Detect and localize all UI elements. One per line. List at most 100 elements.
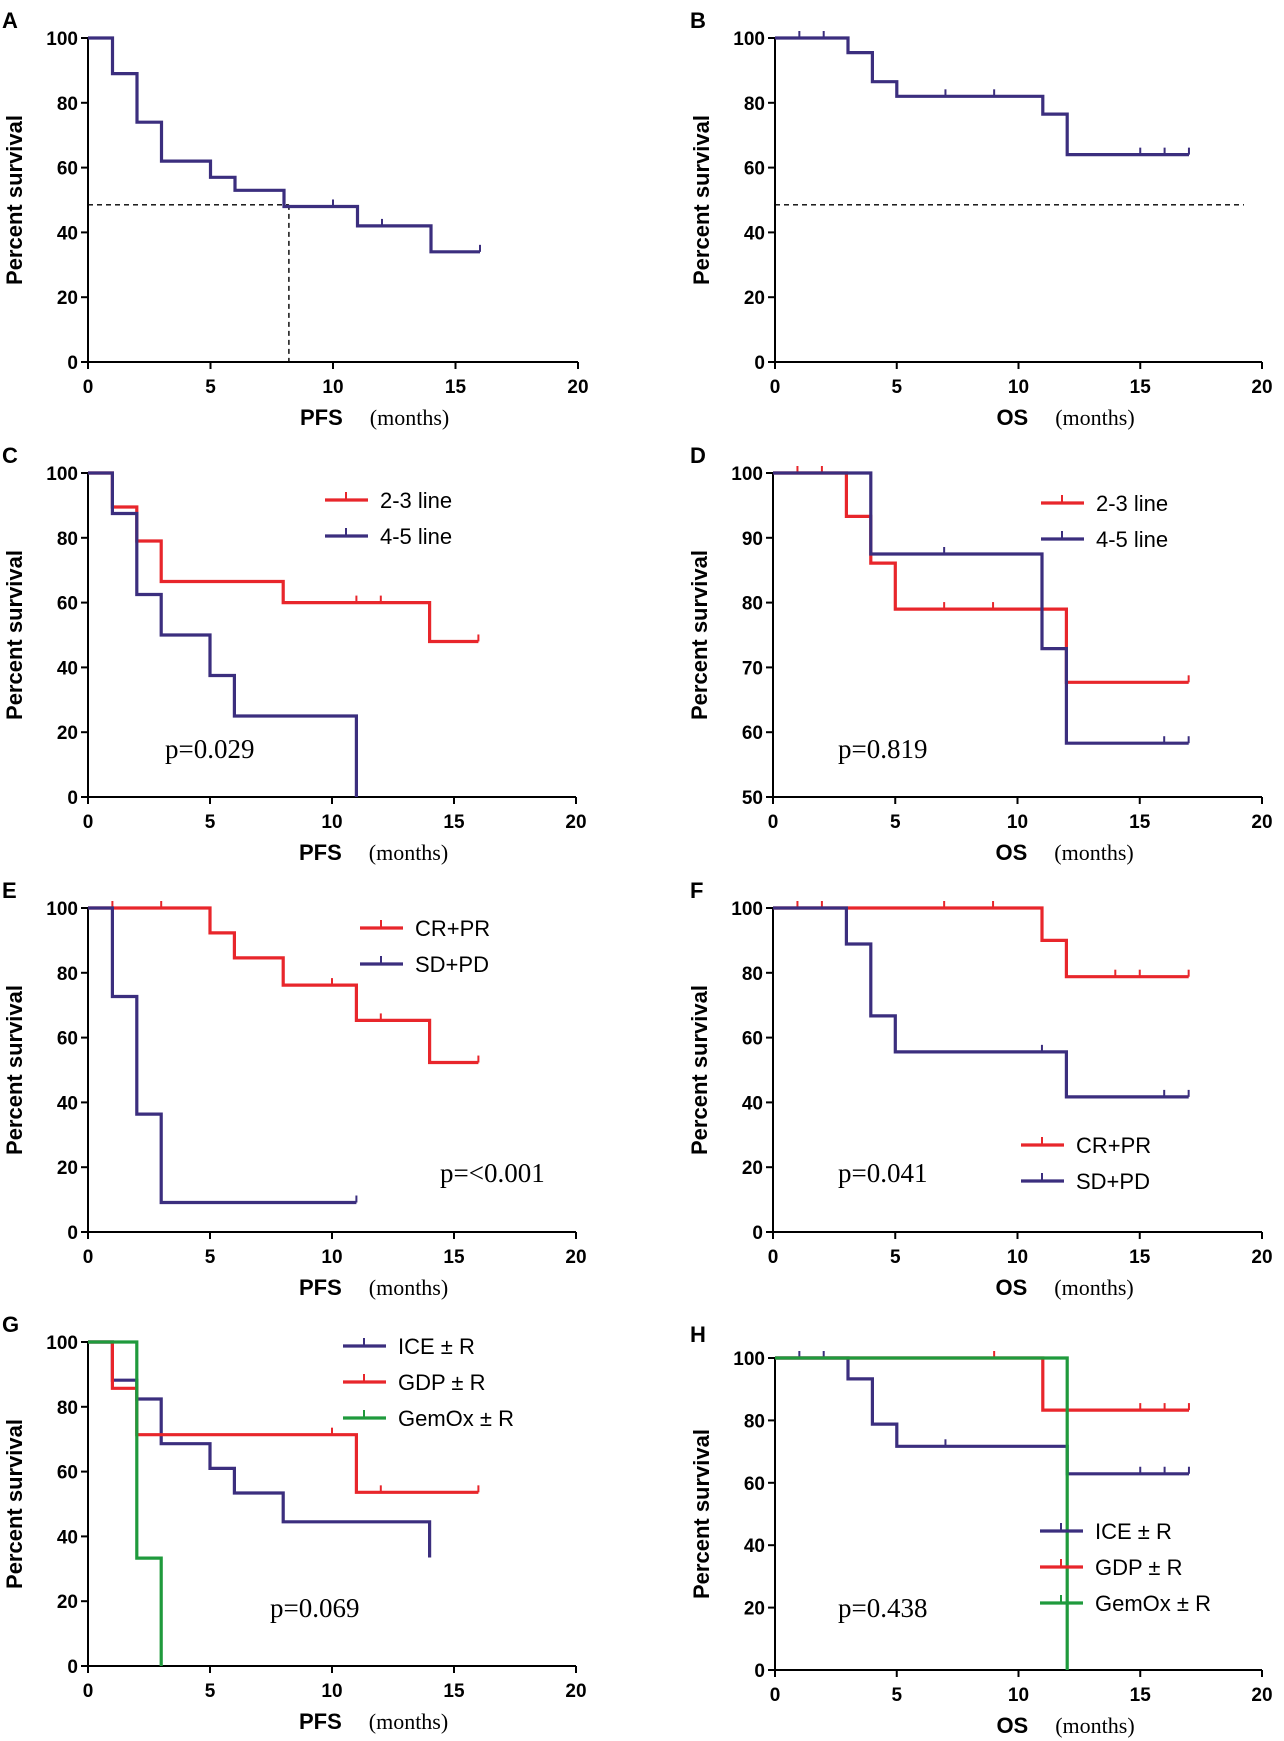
x-tick-label: 20 [565, 812, 586, 833]
x-tick-label: 10 [1007, 812, 1028, 833]
legend-label: CR+PR [415, 916, 490, 941]
p-value: p=0.069 [270, 1593, 359, 1623]
y-tick-label: 100 [46, 899, 78, 920]
x-tick-label: 10 [1007, 1247, 1028, 1268]
x-tick-label: 20 [1251, 1247, 1272, 1268]
panel-g: G 0 20 40 60 80 100 0 5 10 15 20 Percent survival PFS… [2, 1312, 587, 1734]
legend-label: SD+PD [1076, 1169, 1150, 1194]
y-tick-label: 60 [744, 159, 765, 180]
y-tick-label: 90 [742, 529, 763, 550]
legend-label: GDP ± R [398, 1370, 485, 1395]
y-tick-label: 60 [57, 594, 78, 615]
y-axis-title: Percent survival [687, 985, 712, 1155]
y-tick-label: 80 [57, 94, 78, 115]
x-axis-title: OS [995, 1275, 1027, 1300]
survival-curve-cr+pr [773, 906, 1189, 979]
x-tick-label: 15 [1130, 1685, 1152, 1706]
x-axis-title: PFS [299, 1275, 342, 1300]
y-axis-title: Percent survival [689, 115, 714, 285]
y-tick-label: 0 [67, 353, 78, 374]
x-tick-label: 20 [565, 1247, 586, 1268]
panel-f: F 0 20 40 60 80 100 0 5 10 15 20 Percent survival OS (… [687, 878, 1273, 1300]
p-value: p=0.438 [838, 1593, 927, 1623]
survival-curve-gemox [88, 1340, 163, 1666]
x-tick-label: 5 [890, 812, 901, 833]
legend-label: 4-5 line [1096, 527, 1168, 552]
x-tick-label: 15 [1129, 1247, 1151, 1268]
x-tick-label: 5 [205, 377, 216, 398]
y-axis-title: Percent survival [689, 1429, 714, 1599]
y-tick-label: 40 [744, 1536, 765, 1557]
x-axis-unit: (months) [1055, 405, 1134, 430]
x-tick-label: 5 [891, 377, 902, 398]
y-tick-label: 80 [744, 1411, 765, 1432]
y-tick-label: 40 [57, 1093, 78, 1114]
panel-letter: B [690, 8, 706, 33]
x-axis-title: OS [996, 1713, 1028, 1738]
y-tick-label: 80 [57, 964, 78, 985]
legend-label: GemOx ± R [1095, 1591, 1211, 1616]
survival-curve-all [775, 36, 1189, 157]
x-tick-label: 5 [205, 812, 216, 833]
legend-label: CR+PR [1076, 1133, 1151, 1158]
x-axis-title: OS [996, 405, 1028, 430]
x-axis-unit: (months) [370, 405, 449, 430]
survival-curve-ice [775, 1356, 1189, 1476]
y-tick-label: 40 [57, 658, 78, 679]
x-tick-label: 5 [205, 1247, 216, 1268]
panel-h: H 0 20 40 60 80 100 0 5 10 15 20 Percent survival OS (… [689, 1322, 1273, 1738]
x-tick-label: 0 [83, 1247, 94, 1268]
y-axis-title: Percent survival [2, 550, 27, 720]
survival-curve-4-5 [88, 471, 358, 797]
x-tick-label: 15 [443, 1681, 465, 1702]
survival-curve-gemox [775, 1356, 1069, 1670]
x-axis-title: PFS [300, 405, 343, 430]
x-tick-label: 20 [565, 1681, 586, 1702]
x-tick-label: 10 [321, 1247, 342, 1268]
x-tick-label: 15 [445, 377, 467, 398]
x-tick-label: 0 [83, 812, 94, 833]
y-tick-label: 20 [744, 1599, 765, 1620]
x-axis-unit: (months) [1054, 840, 1133, 865]
y-tick-label: 40 [57, 1527, 78, 1548]
x-tick-label: 0 [83, 377, 94, 398]
p-value: p=0.041 [838, 1158, 927, 1188]
y-tick-label: 100 [733, 1349, 765, 1370]
x-tick-label: 20 [1251, 812, 1272, 833]
y-tick-label: 80 [742, 594, 763, 615]
y-tick-label: 50 [742, 788, 763, 809]
y-tick-label: 100 [46, 1333, 78, 1354]
y-tick-label: 100 [731, 899, 763, 920]
x-axis-unit: (months) [1054, 1275, 1133, 1300]
x-tick-label: 20 [567, 377, 588, 398]
survival-curve-all [88, 36, 480, 254]
panel-d: D 50 60 70 80 90 100 0 5 10 15 20 Percent survival OS… [687, 443, 1273, 865]
y-tick-label: 60 [57, 1463, 78, 1484]
y-tick-label: 40 [57, 223, 78, 244]
legend-label: ICE ± R [398, 1334, 475, 1359]
y-tick-label: 20 [57, 1592, 78, 1613]
x-tick-label: 5 [890, 1247, 901, 1268]
legend-label: SD+PD [415, 952, 489, 977]
y-tick-label: 40 [742, 1093, 763, 1114]
x-tick-label: 0 [768, 812, 779, 833]
panel-letter: D [690, 443, 706, 468]
y-tick-label: 0 [754, 353, 765, 374]
x-axis-unit: (months) [1055, 1713, 1134, 1738]
y-tick-label: 100 [46, 464, 78, 485]
y-tick-label: 60 [744, 1474, 765, 1495]
y-tick-label: 0 [67, 1223, 78, 1244]
x-tick-label: 15 [443, 1247, 465, 1268]
legend-label: GemOx ± R [398, 1406, 514, 1431]
panel-letter: H [690, 1322, 706, 1347]
legend-label: ICE ± R [1095, 1519, 1172, 1544]
x-tick-label: 10 [1008, 1685, 1029, 1706]
x-axis-title: PFS [299, 840, 342, 865]
survival-curve-2-3 [773, 471, 1189, 684]
y-tick-label: 100 [733, 29, 765, 50]
y-axis-title: Percent survival [2, 1419, 27, 1589]
panel-letter: F [690, 878, 703, 903]
y-tick-label: 80 [744, 94, 765, 115]
x-axis-unit: (months) [369, 1709, 448, 1734]
x-tick-label: 15 [443, 812, 465, 833]
